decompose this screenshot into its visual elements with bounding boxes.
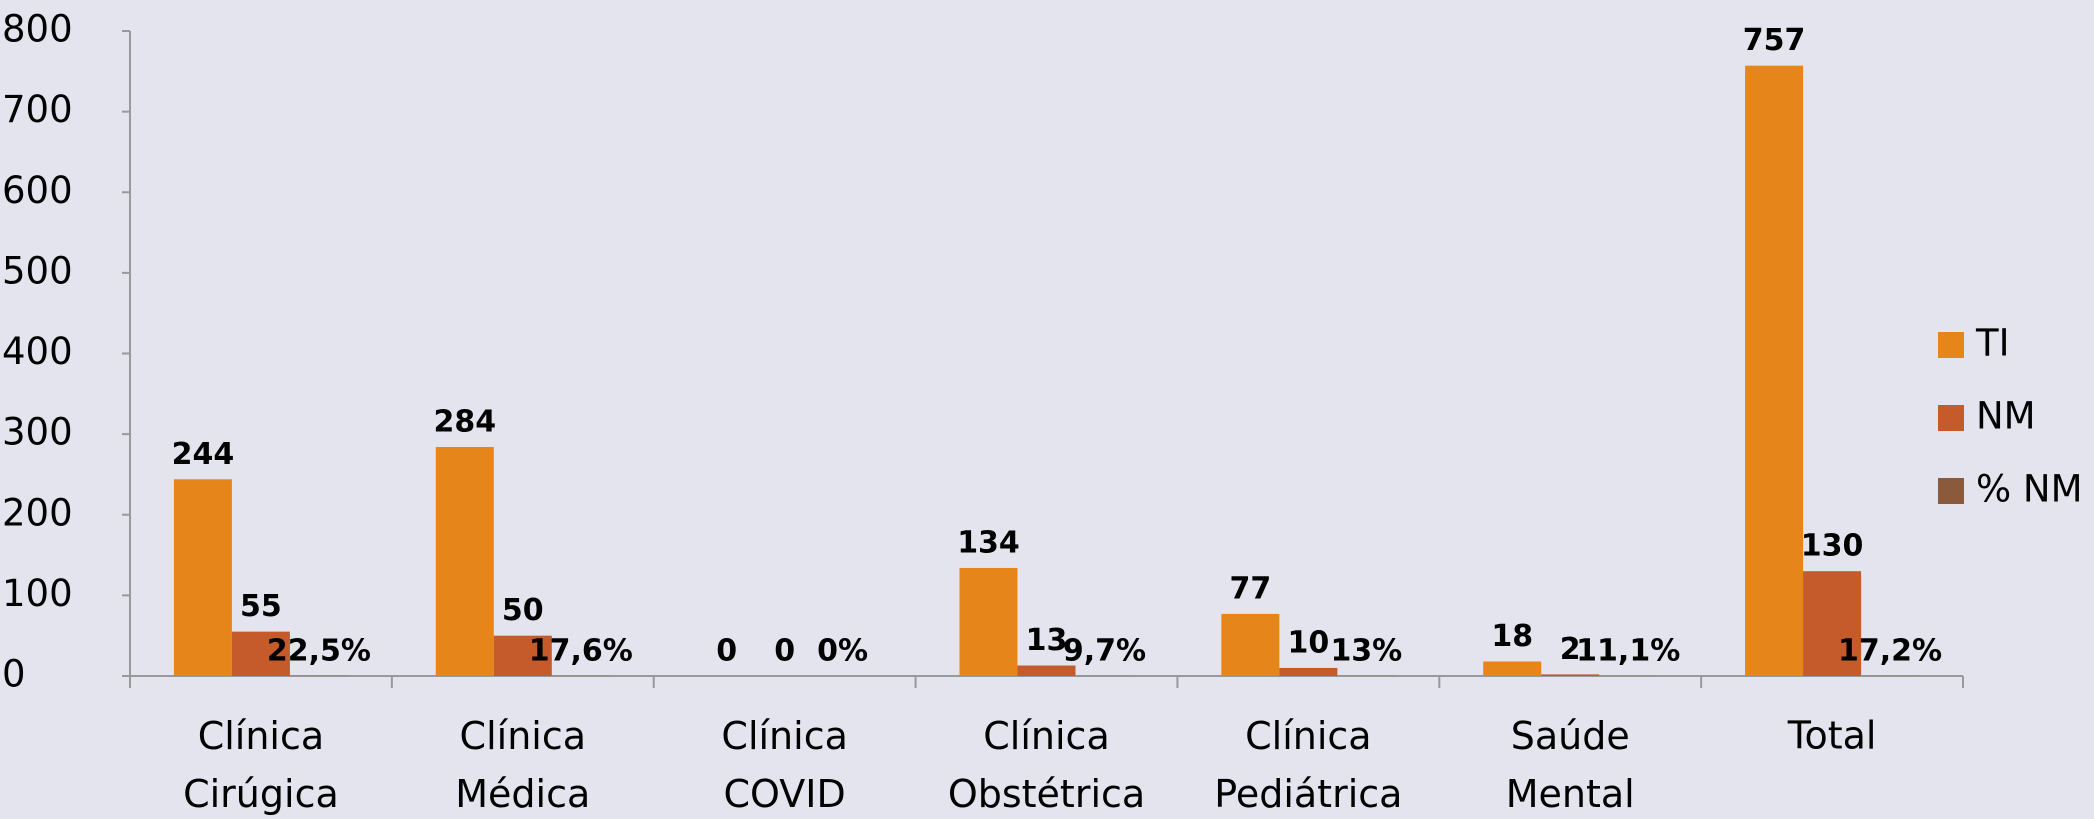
value-label: 18 <box>1491 619 1533 654</box>
value-label: 134 <box>957 525 1020 560</box>
value-label: 50 <box>502 593 544 628</box>
value-label: 9,7% <box>1063 633 1146 668</box>
legend-swatch <box>1938 478 1964 504</box>
bar <box>436 447 494 676</box>
value-label: 13 <box>1026 623 1068 658</box>
bar <box>1541 674 1599 676</box>
bar <box>174 479 232 676</box>
legend-label: NM <box>1976 395 2036 438</box>
value-label: 0 <box>716 634 737 669</box>
value-label: 22,5% <box>267 633 371 668</box>
y-tick-label: 300 <box>2 411 73 454</box>
page: {"chart_data": {"type": "bar", "categori… <box>0 0 2094 819</box>
y-tick-label: 600 <box>2 169 73 212</box>
value-label: 0 <box>774 634 795 669</box>
legend-label: % NM <box>1976 468 2083 511</box>
y-tick-label: 100 <box>2 572 73 615</box>
legend-swatch <box>1938 405 1964 431</box>
chart: 0100200300400500600700800ClínicaCirúgica… <box>0 0 2094 819</box>
y-tick-label: 0 <box>2 653 26 696</box>
y-tick-label: 500 <box>2 249 73 292</box>
value-label: 17,2% <box>1838 633 1942 668</box>
value-label: 0% <box>817 634 868 669</box>
bar <box>1221 614 1279 676</box>
y-tick-label: 800 <box>2 8 73 51</box>
value-label: 757 <box>1743 23 1806 58</box>
bar <box>1745 66 1803 676</box>
value-label: 11,1% <box>1576 633 1680 668</box>
value-label: 13% <box>1330 633 1402 668</box>
value-label: 17,6% <box>529 633 633 668</box>
bar <box>960 568 1018 676</box>
y-tick-label: 200 <box>2 491 73 534</box>
value-label: 244 <box>172 437 235 472</box>
bar <box>1483 661 1541 676</box>
value-label: 130 <box>1801 529 1864 564</box>
value-label: 284 <box>433 405 496 440</box>
x-tick-label: Total <box>1787 714 1877 758</box>
legend-swatch <box>1938 332 1964 358</box>
value-label: 77 <box>1229 571 1271 606</box>
bar <box>1279 668 1337 676</box>
value-label: 55 <box>240 589 282 624</box>
legend-label: TI <box>1975 322 2010 365</box>
y-tick-label: 700 <box>2 88 73 131</box>
value-label: 10 <box>1287 625 1329 660</box>
y-tick-label: 400 <box>2 330 73 373</box>
